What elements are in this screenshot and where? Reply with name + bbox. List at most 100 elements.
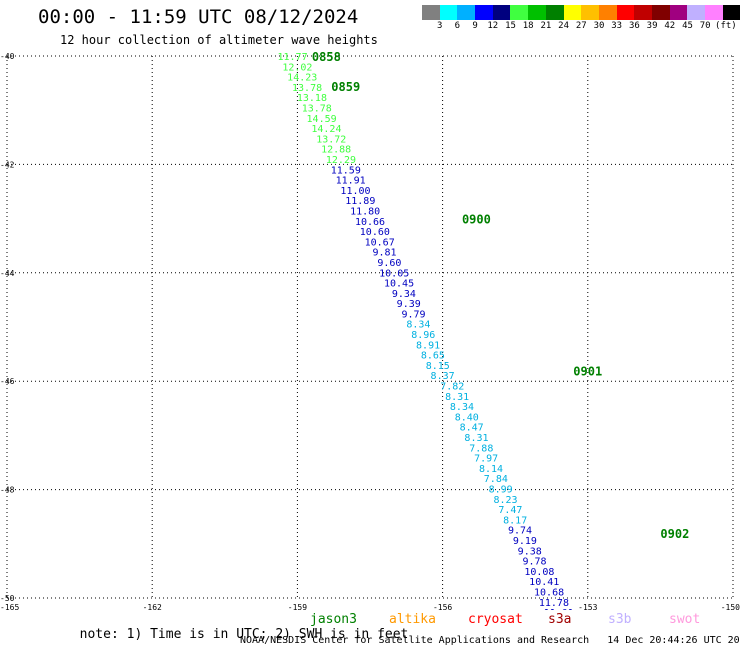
wave-height-value: 8.37 — [431, 371, 455, 382]
wave-height-value: 14.23 — [287, 73, 317, 84]
wave-height-value: 10.67 — [365, 237, 395, 248]
pass-time-label: 0900 — [462, 213, 491, 227]
satellite-label-swot: swot — [669, 612, 701, 627]
wave-height-value: 10.41 — [529, 577, 559, 588]
wave-height-value: 7.88 — [469, 443, 493, 454]
wave-height-value: 13.18 — [297, 93, 327, 104]
wave-height-value: 11.77 — [278, 52, 308, 63]
wave-height-value: 8.47 — [460, 423, 484, 434]
wave-height-value: 12.02 — [282, 62, 312, 73]
legend-tick-label: 33 — [611, 21, 623, 31]
satellite-label-s3b: s3b — [608, 612, 632, 627]
wave-height-value: 12.29 — [326, 155, 356, 166]
legend-swatch-9 — [581, 5, 599, 20]
wave-height-value: 8.96 — [411, 330, 435, 341]
wave-height-value: 8.99 — [489, 485, 513, 496]
wave-height-value: 8.17 — [503, 515, 527, 526]
y-tick-label: -50 — [0, 594, 15, 603]
wave-height-value: 9.60 — [377, 258, 401, 269]
wave-height-value: 8.34 — [406, 320, 430, 331]
wave-height-value: 9.78 — [523, 557, 547, 568]
wave-height-value: 11.01 — [544, 608, 574, 610]
wave-height-value: 7.84 — [484, 474, 508, 485]
wave-height-value: 9.74 — [508, 526, 532, 537]
legend-tick-label: 15 — [505, 21, 516, 31]
chart-subtitle: 12 hour collection of altimeter wave hei… — [60, 33, 378, 47]
legend-swatch-17 — [722, 5, 740, 20]
legend-swatch-6 — [528, 5, 546, 20]
wave-height-value: 11.78 — [539, 598, 569, 609]
wave-height-value: 8.34 — [450, 402, 474, 413]
wave-height-value: 10.66 — [355, 217, 385, 228]
legend-swatch-5 — [510, 5, 529, 20]
wave-height-value: 8.31 — [464, 433, 488, 444]
wave-height-value: 9.81 — [372, 248, 396, 259]
wave-height-value: 11.00 — [340, 186, 370, 197]
wave-height-value: 12.88 — [321, 145, 351, 156]
y-tick-label: -46 — [0, 377, 15, 386]
chart-title: 00:00 - 11:59 UTC 08/12/2024 — [38, 6, 359, 28]
legend-unit-label: (ft) — [715, 21, 737, 31]
wave-height-value: 9.39 — [397, 299, 421, 310]
wave-height-value: 11.89 — [345, 196, 375, 207]
wave-height-value: 9.79 — [402, 309, 426, 320]
legend-swatch-2 — [457, 5, 476, 20]
satellite-label-cryosat: cryosat — [468, 612, 523, 627]
wave-height-value: 13.72 — [316, 134, 346, 145]
legend-swatch-12 — [634, 5, 652, 20]
legend-swatch-13 — [651, 5, 670, 20]
legend-tick-label: 3 — [436, 21, 443, 31]
wave-height-value: 14.59 — [307, 114, 337, 125]
wave-height-map: -165 -162 -159 -156 -153 -150 -40 -42 -44 -46 -48 -… — [0, 50, 740, 610]
legend-tick-label: 6 — [454, 21, 461, 31]
legend-swatch-3 — [475, 5, 493, 20]
wave-height-value: 11.59 — [331, 165, 361, 176]
satellite-label-s3a: s3a — [548, 612, 572, 627]
wave-height-value: 8.91 — [416, 340, 440, 351]
pass-time-label: 0859 — [331, 80, 360, 94]
legend-swatch-16 — [705, 5, 723, 20]
legend-swatch-1 — [439, 5, 458, 20]
x-tick-label: -162 — [143, 603, 162, 610]
wave-height-value: 10.05 — [379, 268, 409, 279]
legend-swatch-15 — [687, 5, 705, 20]
y-tick-label: -48 — [0, 486, 15, 495]
wave-height-value: 11.91 — [336, 176, 366, 187]
pass-time-label: 0902 — [660, 527, 689, 541]
legend-tick-label: 24 — [558, 21, 570, 31]
wave-height-value: 8.15 — [426, 361, 450, 372]
legend-swatch-0 — [422, 5, 440, 20]
legend-tick-label: 30 — [593, 21, 605, 31]
legend-tick-label: 36 — [628, 21, 640, 31]
legend-swatch-10 — [598, 5, 617, 20]
note-row: note: 1) Time is in UTC; 2) SWH is in fe… — [64, 612, 409, 642]
wave-height-value: 9.34 — [392, 289, 416, 300]
wave-height-value: 8.40 — [455, 412, 479, 423]
legend-swatch-4 — [492, 5, 511, 20]
wave-height-value: 10.60 — [360, 227, 390, 238]
legend-tick-label: 39 — [646, 21, 658, 31]
wave-height-value: 9.38 — [518, 546, 542, 557]
legend-tick-label: 18 — [522, 21, 534, 31]
wave-height-value: 13.78 — [302, 103, 332, 114]
wave-height-value: 8.23 — [493, 495, 517, 506]
wave-height-value: 8.65 — [421, 351, 445, 362]
y-tick-label: -44 — [0, 269, 15, 278]
legend-tick-label: 21 — [540, 21, 552, 31]
wave-height-value: 7.82 — [440, 382, 464, 393]
wave-height-value: 7.47 — [498, 505, 522, 516]
pass-time-label: 0901 — [573, 364, 602, 378]
legend-swatch-8 — [563, 5, 582, 20]
wave-height-value: 14.24 — [311, 124, 341, 135]
x-tick-label: -156 — [433, 603, 452, 610]
x-tick-label: -159 — [288, 603, 307, 610]
satellite-label-jason3: jason3 — [310, 612, 357, 627]
color-scale-ticks: 3 6 9 12 15 18 21 24 27 30 33 36 39 42 45 70 (ft) — [422, 21, 740, 33]
legend-tick-label: 9 — [472, 21, 478, 31]
wave-height-value: 13.78 — [292, 83, 322, 94]
x-tick-label: -153 — [578, 603, 597, 610]
legend-tick-label: 45 — [682, 21, 693, 31]
wave-height-value: 10.68 — [534, 587, 564, 598]
legend-tick-label: 42 — [664, 21, 676, 31]
legend-swatch-14 — [669, 5, 688, 20]
